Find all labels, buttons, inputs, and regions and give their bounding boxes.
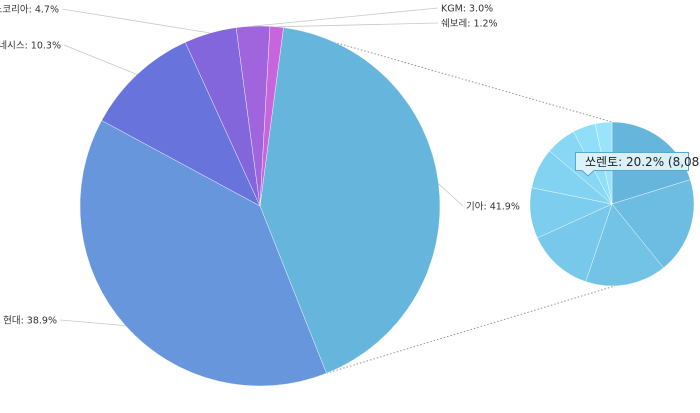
pie-slice-1[interactable] bbox=[259, 27, 441, 374]
label-leader-1 bbox=[438, 183, 464, 207]
label-leader-5 bbox=[252, 7, 439, 27]
slice-label-5: KGM: 3.0% bbox=[441, 4, 493, 15]
slice-label-3: 제네시스: 10.3% bbox=[0, 41, 61, 52]
slice-label-1: 기아: 41.9% bbox=[466, 202, 520, 213]
main-pie bbox=[79, 25, 441, 387]
tooltip: 쏘렌토: 20.2% (8,083) bbox=[575, 152, 700, 177]
label-leader-4 bbox=[61, 8, 211, 34]
pie-slice-3[interactable] bbox=[101, 41, 261, 207]
label-leader-2 bbox=[59, 319, 126, 326]
label-leader-6 bbox=[276, 22, 439, 28]
sub-pie bbox=[529, 121, 695, 287]
tooltip-box bbox=[575, 152, 689, 177]
sub-pie-slice-4[interactable] bbox=[537, 203, 613, 282]
sub-pie-slice-2[interactable] bbox=[611, 179, 695, 269]
connector-top bbox=[283, 27, 613, 123]
slice-label-2: 현대: 38.9% bbox=[3, 316, 57, 327]
label-leader-3 bbox=[63, 44, 138, 75]
connector-lines bbox=[283, 27, 615, 374]
connector-bottom bbox=[326, 285, 615, 374]
main-pie-labels: 기아: 41.9% 현대: 38.9% 제네시스: 10.3% 르노코리아: 4.7%… bbox=[0, 4, 520, 327]
slice-label-6: 쉐보레: 1.2% bbox=[441, 19, 498, 30]
pie-slice-6[interactable] bbox=[259, 26, 284, 207]
slice-label-4: 르노코리아: 4.7% bbox=[0, 5, 59, 16]
tooltip-text: 쏘렌토: 20.2% (8,083) bbox=[585, 155, 700, 169]
